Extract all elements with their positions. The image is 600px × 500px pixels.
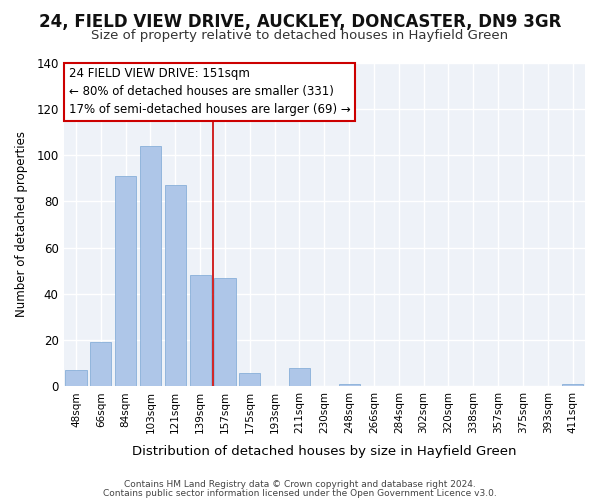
Text: Contains public sector information licensed under the Open Government Licence v3: Contains public sector information licen… (103, 488, 497, 498)
X-axis label: Distribution of detached houses by size in Hayfield Green: Distribution of detached houses by size … (132, 444, 517, 458)
Bar (562, 384, 583, 386)
Bar (190, 276, 211, 386)
Bar (239, 372, 260, 386)
Bar (140, 146, 161, 386)
Text: 24 FIELD VIEW DRIVE: 151sqm
← 80% of detached houses are smaller (331)
17% of se: 24 FIELD VIEW DRIVE: 151sqm ← 80% of det… (69, 68, 350, 116)
Bar (165, 185, 186, 386)
Bar (90, 342, 112, 386)
Bar (115, 176, 136, 386)
Text: Contains HM Land Registry data © Crown copyright and database right 2024.: Contains HM Land Registry data © Crown c… (124, 480, 476, 489)
Bar (289, 368, 310, 386)
Y-axis label: Number of detached properties: Number of detached properties (15, 132, 28, 318)
Bar (65, 370, 86, 386)
Bar (338, 384, 359, 386)
Bar (214, 278, 236, 386)
Text: 24, FIELD VIEW DRIVE, AUCKLEY, DONCASTER, DN9 3GR: 24, FIELD VIEW DRIVE, AUCKLEY, DONCASTER… (39, 12, 561, 30)
Text: Size of property relative to detached houses in Hayfield Green: Size of property relative to detached ho… (91, 29, 509, 42)
